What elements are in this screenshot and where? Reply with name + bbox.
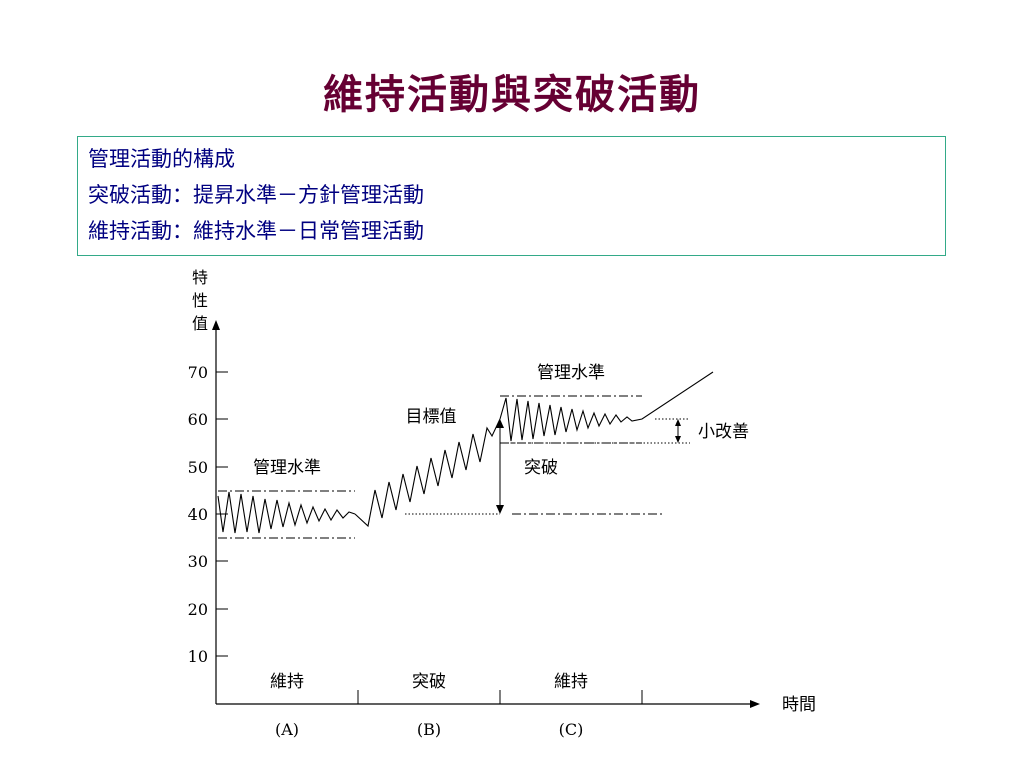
y-axis-label-char: 特 <box>192 268 208 287</box>
small-improvement-arrowhead-up <box>675 419 681 426</box>
y-tick-label: 30 <box>188 552 208 571</box>
info-line-composition: 管理活動的構成 <box>88 147 235 171</box>
info-line-breakthrough: 突破活動：提昇水準－方針管理活動 <box>88 183 424 207</box>
process-curve-phase-a <box>217 491 356 534</box>
phase-label-maintain-a: 維持 <box>270 672 304 692</box>
y-tick-label: 20 <box>188 600 208 619</box>
y-tick-label: 60 <box>188 410 208 429</box>
slide-title: 維持活動與突破活動 <box>323 71 701 118</box>
info-line-maintenance: 維持活動：維持水準－日常管理活動 <box>88 219 424 243</box>
section-label-a: (A) <box>275 720 299 739</box>
section-label-c: (C) <box>559 720 584 739</box>
breakthrough-arrowhead-down <box>496 505 504 514</box>
annotation-control-level-c: 管理水準 <box>537 363 605 383</box>
small-improvement-arrowhead-down <box>675 436 681 443</box>
annotation-breakthrough: 突破 <box>524 458 558 478</box>
y-axis-arrow <box>212 320 220 330</box>
process-curve-phase-c <box>499 371 714 442</box>
y-tick-label: 70 <box>188 363 208 382</box>
info-box: 管理活動的構成 突破活動：提昇水準－方針管理活動 維持活動：維持水準－日常管理活… <box>77 136 946 256</box>
annotation-small-improvement: 小改善 <box>698 422 749 442</box>
breakthrough-arrowhead-up <box>496 419 504 428</box>
phase-label-maintain-c: 維持 <box>554 672 588 692</box>
y-tick-label: 10 <box>188 647 208 666</box>
y-axis-label-char: 值 <box>192 314 208 333</box>
annotation-control-level-a: 管理水準 <box>253 458 321 478</box>
x-axis-label: 時間 <box>782 695 816 715</box>
y-ticks: 70 60 50 40 30 20 10 <box>188 363 228 666</box>
y-tick-label: 40 <box>188 505 208 524</box>
process-curve-phase-b <box>354 418 501 528</box>
annotation-target-value: 目標值 <box>406 407 457 427</box>
y-axis-label-char: 性 <box>192 291 208 310</box>
x-axis-arrow <box>750 700 760 708</box>
phase-label-breakthrough: 突破 <box>412 672 446 692</box>
y-tick-label: 50 <box>188 458 208 477</box>
section-label-b: (B) <box>417 720 441 739</box>
